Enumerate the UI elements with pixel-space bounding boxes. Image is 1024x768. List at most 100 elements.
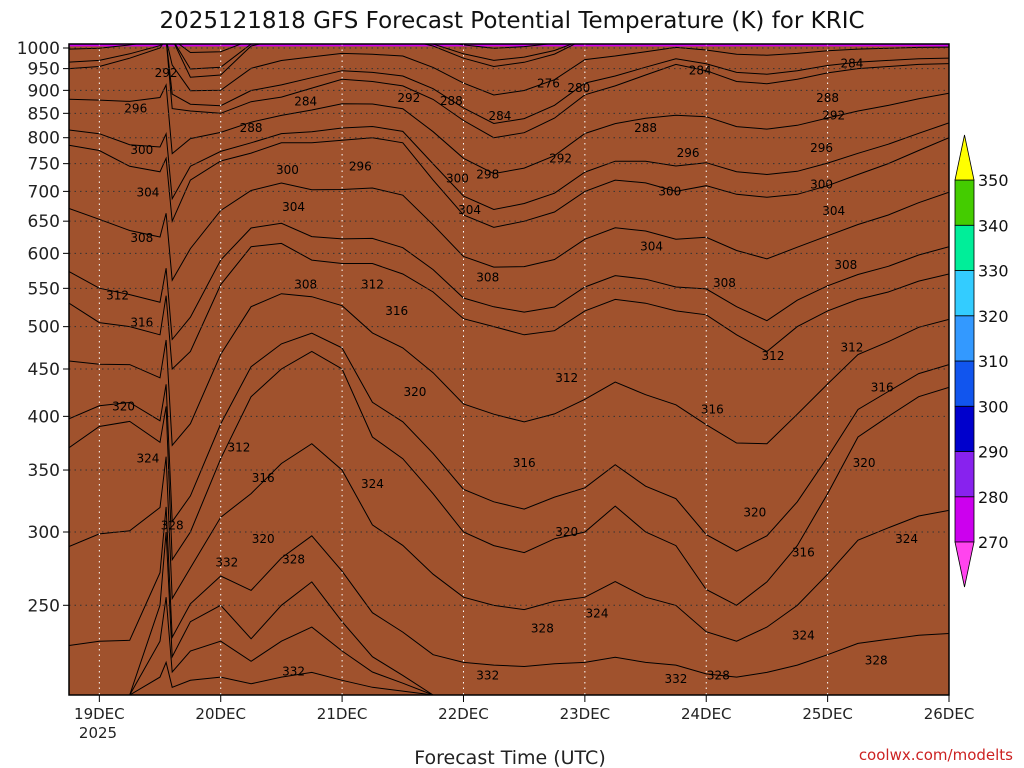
contour-label: 296 bbox=[810, 141, 833, 155]
colorbar-min-arrow bbox=[954, 541, 975, 588]
colorbar-swatch bbox=[954, 315, 975, 362]
x-axis-year: 2025 bbox=[79, 724, 117, 742]
contour-label: 324 bbox=[586, 606, 609, 620]
x-axis: 19DEC 20DEC 21DEC 22DEC 23DEC 24DEC 25DEC 26DEC bbox=[74, 695, 974, 723]
contour-label: 316 bbox=[871, 380, 894, 394]
contour-label: 328 bbox=[707, 668, 730, 682]
contour-line bbox=[69, 443, 949, 642]
contour-line bbox=[69, 222, 949, 341]
contour-label: 276 bbox=[537, 76, 560, 90]
contour-label: 324 bbox=[361, 477, 384, 491]
colorbar-max-arrow bbox=[954, 134, 975, 181]
contour-line bbox=[69, 83, 949, 175]
contour-label: 284 bbox=[689, 64, 712, 78]
contour-label: 316 bbox=[792, 546, 815, 560]
contour-label: 300 bbox=[276, 163, 299, 177]
colorbar-swatch bbox=[954, 451, 975, 498]
colorbar-swatch bbox=[954, 405, 975, 452]
contour-label: 320 bbox=[853, 456, 876, 470]
contour-label: 308 bbox=[834, 258, 857, 272]
y-tick-label: 500 bbox=[28, 318, 60, 338]
contour-label: 280 bbox=[567, 81, 590, 95]
contour-label: 284 bbox=[840, 57, 863, 71]
chart-title: 2025121818 GFS Forecast Potential Temper… bbox=[159, 8, 864, 34]
colorbar-swatch bbox=[954, 179, 975, 226]
y-tick-label: 900 bbox=[28, 81, 60, 101]
contour-label: 324 bbox=[136, 452, 159, 466]
contour-label: 328 bbox=[531, 621, 554, 635]
contour-line bbox=[69, 531, 949, 695]
colorbar-label: 270 bbox=[978, 533, 1009, 552]
contour-label: 320 bbox=[555, 525, 578, 539]
contour-label: 328 bbox=[161, 518, 184, 532]
colorbar-swatch bbox=[954, 224, 975, 271]
contour-label: 292 bbox=[397, 91, 420, 105]
colorbar-swatch bbox=[954, 496, 975, 543]
contour-label: 332 bbox=[664, 672, 687, 686]
contour-label: 328 bbox=[282, 553, 305, 567]
contour-label: 288 bbox=[634, 121, 657, 135]
contour-label: 292 bbox=[822, 109, 845, 123]
contour-label: 300 bbox=[446, 171, 469, 185]
contour-label: 296 bbox=[677, 146, 700, 160]
contour-line bbox=[69, 44, 949, 125]
x-tick-label: 24DEC bbox=[681, 705, 732, 723]
x-axis-label: Forecast Time (UTC) bbox=[414, 747, 605, 768]
y-tick-label: 550 bbox=[28, 279, 60, 299]
x-tick-label: 23DEC bbox=[560, 705, 611, 723]
colorbar-label: 300 bbox=[978, 397, 1009, 416]
colorbar-label: 290 bbox=[978, 443, 1009, 462]
contour-label: 316 bbox=[385, 304, 408, 318]
colorbar-label: 350 bbox=[978, 171, 1009, 190]
contour-lines bbox=[69, 44, 949, 695]
contour-label: 304 bbox=[136, 186, 159, 200]
contour-line bbox=[69, 242, 949, 371]
contour-line bbox=[174, 44, 576, 78]
contour-labels: 332 332 332 328 324 328 328 324 332 328 328 320 320 3… bbox=[106, 57, 918, 687]
contour-label: 304 bbox=[640, 240, 663, 254]
contour-label: 300 bbox=[658, 184, 681, 198]
contour-label: 312 bbox=[762, 349, 785, 363]
contour-label: 308 bbox=[713, 276, 736, 290]
contour-line bbox=[69, 137, 949, 228]
x-tick-label: 20DEC bbox=[195, 705, 246, 723]
y-tick-label: 600 bbox=[28, 244, 60, 264]
colorbar-label: 330 bbox=[978, 262, 1009, 281]
credit-text: coolwx.com/modelts bbox=[859, 746, 1013, 764]
contour-label: 332 bbox=[282, 665, 305, 679]
y-tick-label: 950 bbox=[28, 60, 60, 80]
contour-label: 292 bbox=[549, 151, 572, 165]
colorbar-swatch bbox=[954, 270, 975, 317]
x-tick-label: 26DEC bbox=[924, 705, 975, 723]
grid-lines bbox=[69, 44, 950, 695]
x-tick-label: 21DEC bbox=[317, 705, 368, 723]
y-tick-label: 850 bbox=[28, 104, 60, 124]
contour-label: 312 bbox=[840, 340, 863, 354]
contour-line bbox=[69, 350, 949, 606]
y-tick-label: 700 bbox=[28, 182, 60, 202]
contour-label: 320 bbox=[252, 532, 275, 546]
contour-line bbox=[69, 182, 949, 282]
contour-label: 298 bbox=[476, 168, 499, 182]
contour-line bbox=[69, 597, 949, 695]
contour-label: 284 bbox=[294, 95, 317, 109]
contour-label: 284 bbox=[488, 109, 511, 123]
colorbar-label: 280 bbox=[978, 488, 1009, 507]
y-tick-label: 750 bbox=[28, 155, 60, 175]
contour-label: 316 bbox=[513, 456, 536, 470]
contour-line bbox=[174, 44, 574, 70]
contour-label: 304 bbox=[822, 204, 845, 218]
contour-label: 296 bbox=[124, 102, 147, 116]
contour-label: 308 bbox=[130, 231, 153, 245]
y-tick-label: 1000 bbox=[17, 39, 60, 59]
y-tick-label: 250 bbox=[28, 596, 60, 616]
y-tick-label: 800 bbox=[28, 129, 60, 149]
contour-label: 324 bbox=[792, 628, 815, 642]
contour-label: 316 bbox=[252, 471, 275, 485]
contour-label: 328 bbox=[865, 653, 888, 667]
contour-label: 312 bbox=[227, 441, 250, 455]
colorbar-label: 320 bbox=[978, 307, 1009, 326]
contour-label: 296 bbox=[349, 159, 372, 173]
